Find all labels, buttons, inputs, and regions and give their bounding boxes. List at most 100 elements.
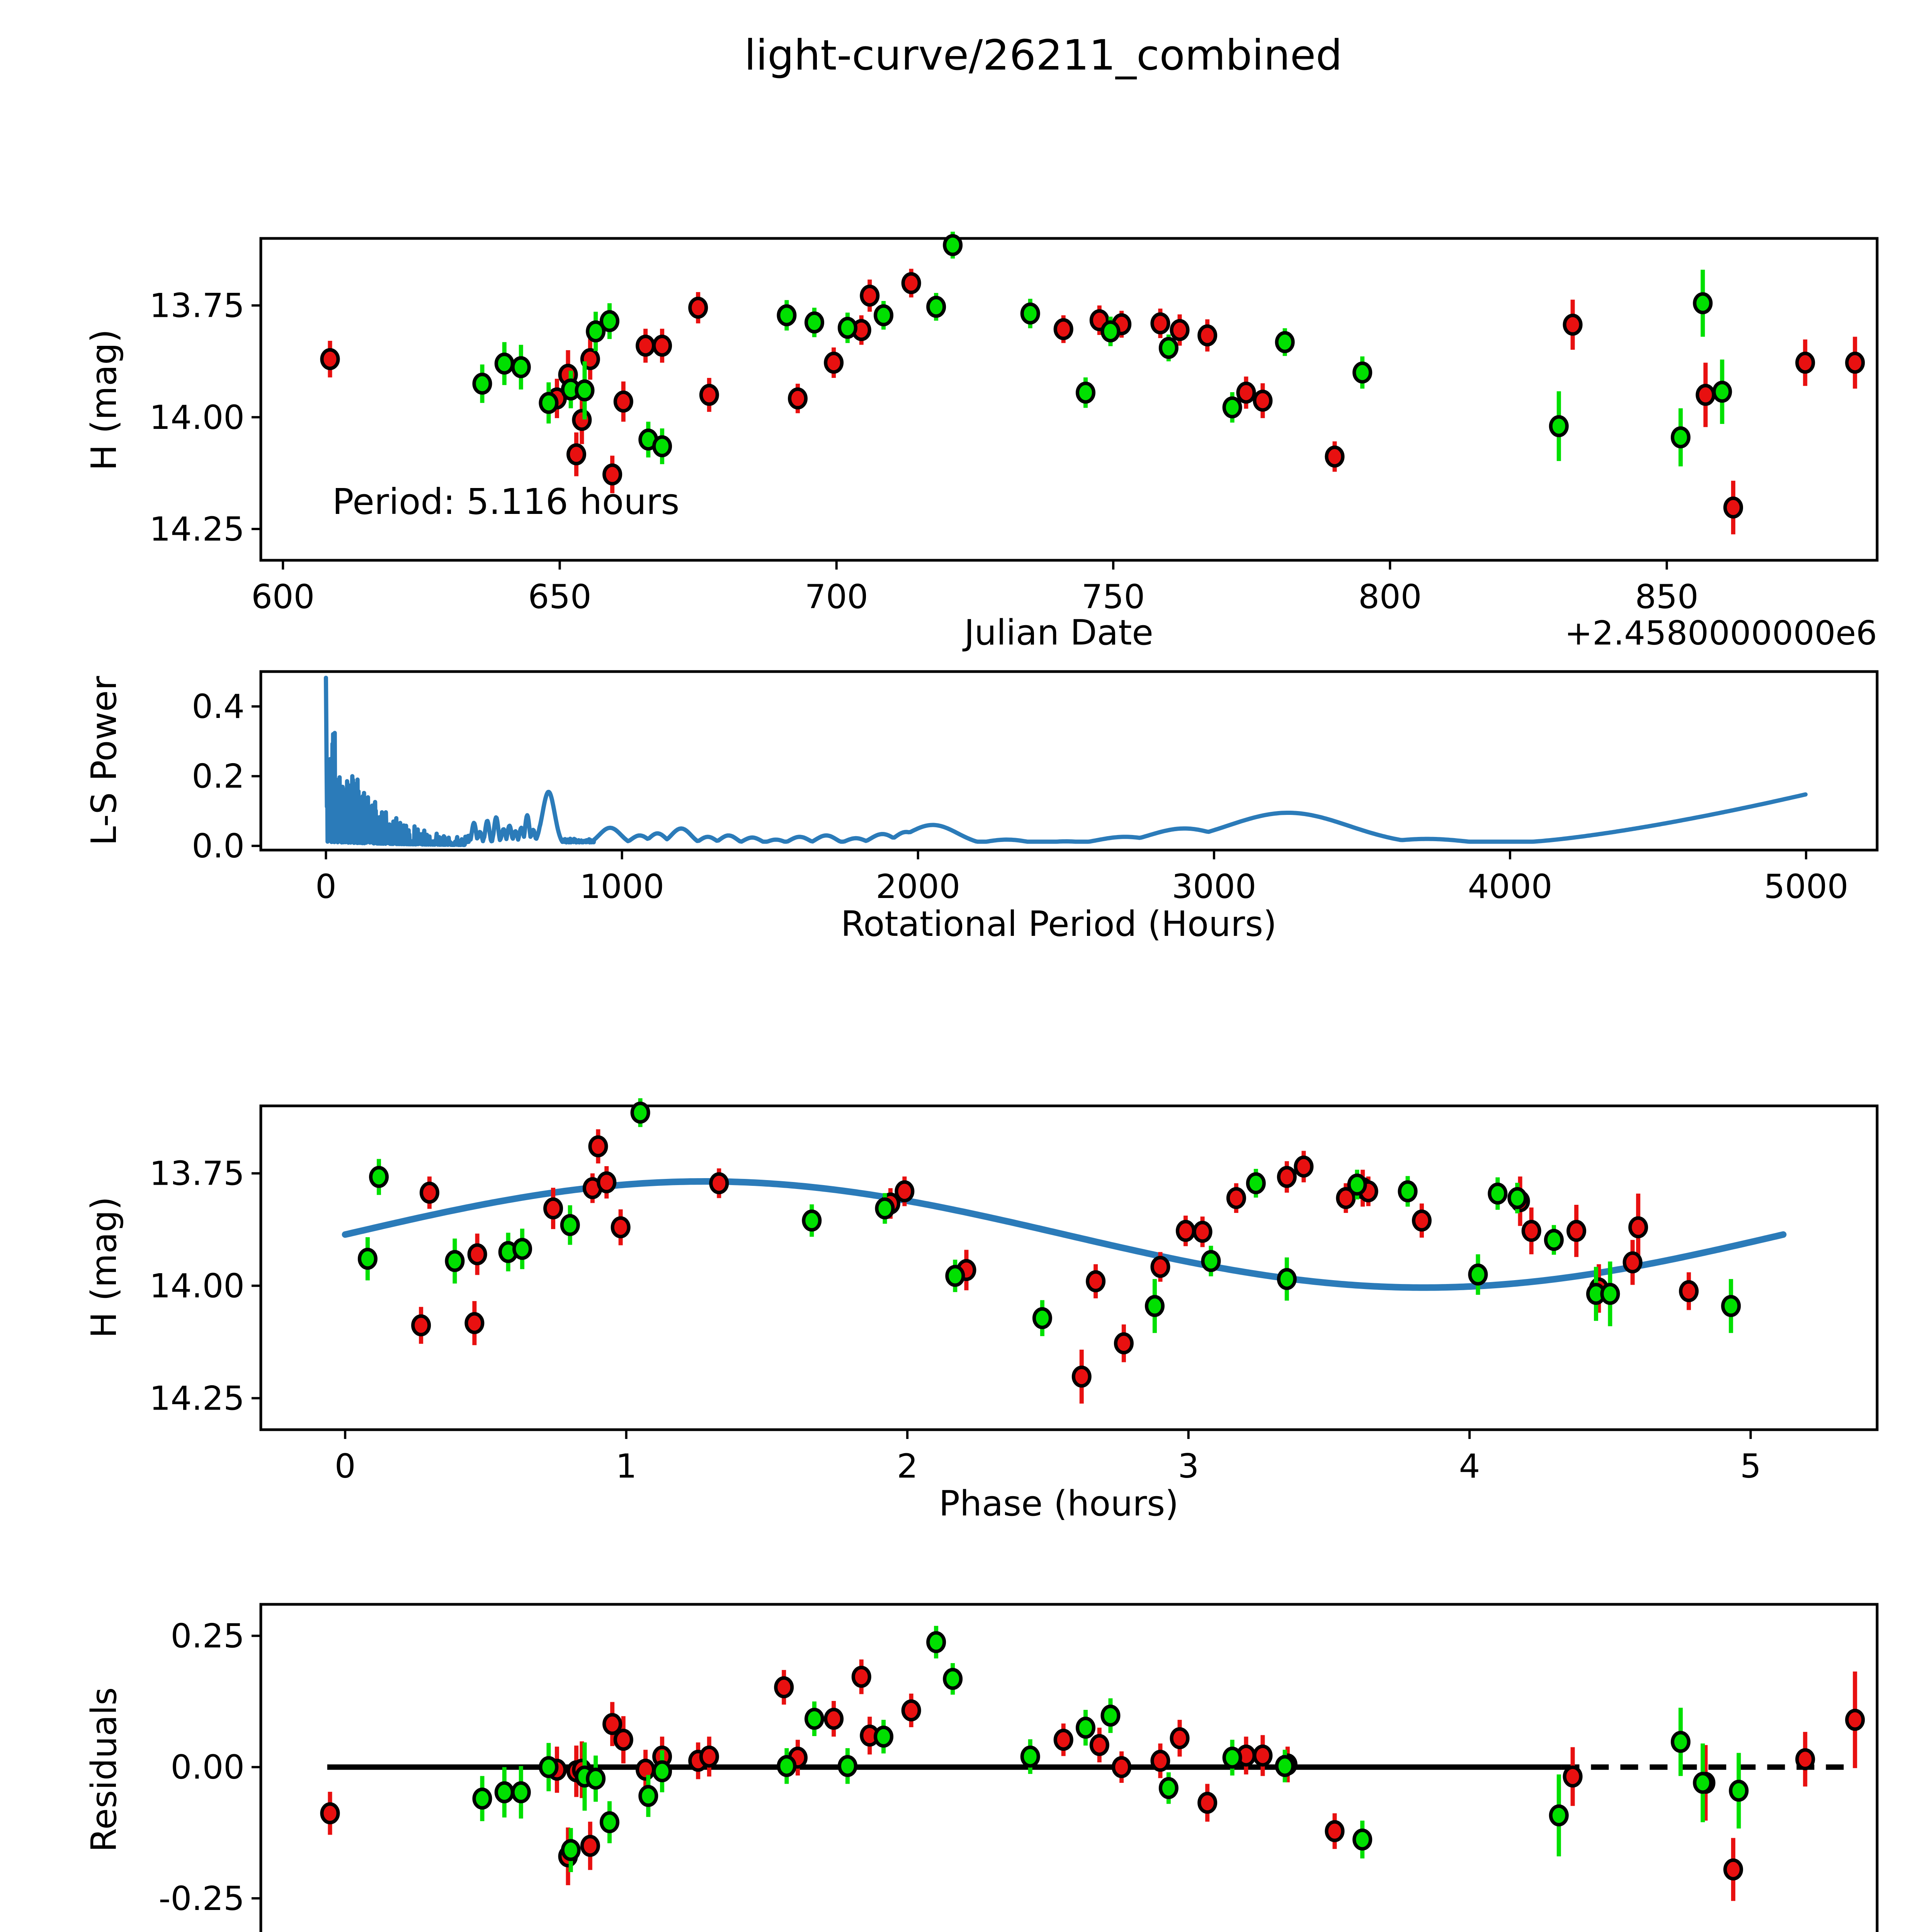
periodogram-xtick-label: 4000 bbox=[1468, 867, 1553, 906]
phasefold-datapoint bbox=[1679, 1280, 1699, 1303]
residuals-datapoint bbox=[1170, 1727, 1190, 1749]
lightcurve-datapoint bbox=[1696, 384, 1716, 406]
periodogram-ytick-label: 0.4 bbox=[192, 687, 245, 726]
lightcurve-datapoint bbox=[788, 387, 808, 410]
lightcurve-ytick-label: 14.00 bbox=[150, 398, 245, 437]
lightcurve-ylabel-text: H (mag) bbox=[84, 329, 124, 471]
lightcurve-xtick-label: 650 bbox=[528, 578, 591, 616]
residuals-datapoint bbox=[1112, 1756, 1132, 1778]
residuals-datapoint bbox=[472, 1787, 492, 1810]
phasefold-datapoint bbox=[1398, 1180, 1418, 1202]
lightcurve-datapoint bbox=[575, 379, 595, 401]
phasefold-datapoint bbox=[1347, 1173, 1367, 1196]
residuals-datapoint bbox=[851, 1666, 871, 1688]
lightcurve-datapoint bbox=[652, 335, 672, 357]
lightcurve-green-series bbox=[472, 231, 1732, 467]
lightcurve-xlabel-text: Julian Date bbox=[962, 612, 1153, 653]
phasefold-datapoint bbox=[560, 1214, 580, 1236]
phasefold-datapoint bbox=[1622, 1251, 1643, 1274]
lightcurve-datapoint bbox=[1158, 337, 1179, 359]
phasefold-datapoint bbox=[802, 1209, 822, 1232]
phasefold-ytick-label: 14.25 bbox=[150, 1379, 245, 1418]
phasefold-datapoint bbox=[709, 1172, 729, 1194]
residuals-axes-frame bbox=[259, 1603, 1879, 1932]
residuals-ytick-label: -0.25 bbox=[158, 1879, 245, 1918]
residuals-datapoint bbox=[1693, 1772, 1713, 1794]
residuals-datapoint bbox=[636, 1759, 656, 1781]
phasefold-datapoint bbox=[445, 1250, 465, 1272]
residuals-datapoint bbox=[1845, 1709, 1865, 1731]
phasefold-datapoint bbox=[467, 1243, 487, 1265]
phasefold-datapoint bbox=[597, 1171, 617, 1194]
residuals-datapoint bbox=[1352, 1828, 1372, 1851]
phasefold-datapoint bbox=[1488, 1182, 1508, 1205]
lightcurve-period-annotation: Period: 5.116 hours bbox=[332, 481, 679, 522]
phasefold-datapoint bbox=[543, 1197, 563, 1219]
periodogram-ytick-label: 0.2 bbox=[192, 757, 245, 796]
residuals-datapoint bbox=[804, 1708, 825, 1730]
lightcurve-datapoint bbox=[1723, 496, 1743, 519]
residuals-datapoint bbox=[652, 1760, 672, 1782]
lightcurve-datapoint bbox=[511, 356, 531, 378]
lightcurve-xtick-label: 600 bbox=[251, 578, 315, 616]
lightcurve-datapoint bbox=[688, 296, 708, 319]
lightcurve-datapoint bbox=[1670, 426, 1690, 449]
phasefold-xtick-label: 1 bbox=[616, 1447, 637, 1486]
lightcurve-datapoint bbox=[572, 409, 592, 431]
residuals-datapoint bbox=[1723, 1858, 1743, 1881]
residuals-datapoint bbox=[874, 1725, 894, 1748]
phasefold-red-series bbox=[411, 1129, 1699, 1404]
phasefold-datapoint bbox=[357, 1248, 378, 1270]
lightcurve-datapoint bbox=[1236, 381, 1256, 404]
residuals-red-series bbox=[320, 1659, 1865, 1901]
phasefold-datapoint bbox=[1246, 1172, 1266, 1194]
residuals-ytick-label: 0.25 bbox=[171, 1617, 245, 1656]
phasefold-datapoint bbox=[1600, 1283, 1620, 1305]
phasefold-axes-frame bbox=[259, 1104, 1879, 1431]
phasefold-datapoint bbox=[945, 1265, 965, 1287]
phasefold-datapoint bbox=[1192, 1221, 1213, 1243]
periodogram-ytick-label: 0.0 bbox=[192, 827, 245, 866]
residuals-datapoint bbox=[1795, 1748, 1815, 1770]
residuals-datapoint bbox=[613, 1729, 633, 1751]
lightcurve-datapoint bbox=[636, 335, 656, 357]
phasefold-datapoint bbox=[1336, 1187, 1356, 1209]
lightcurve-datapoint bbox=[602, 463, 622, 486]
lightcurve-datapoint bbox=[804, 311, 825, 334]
lightcurve-datapoint bbox=[1549, 415, 1569, 437]
residuals-datapoint bbox=[1563, 1765, 1583, 1788]
residuals-datapoint bbox=[699, 1745, 719, 1768]
residuals-datapoint bbox=[1253, 1744, 1273, 1767]
residuals-datapoint bbox=[824, 1708, 844, 1730]
lightcurve-xtick-label: 850 bbox=[1635, 578, 1699, 616]
periodogram-axes-frame bbox=[259, 670, 1879, 852]
phasefold-datapoint bbox=[1468, 1263, 1488, 1286]
residuals-datapoint bbox=[837, 1755, 857, 1777]
phasefold-datapoint bbox=[1114, 1332, 1134, 1355]
periodogram-xtick-label: 1000 bbox=[580, 867, 664, 906]
periodogram-xlabel-text: Rotational Period (Hours) bbox=[841, 904, 1277, 944]
phasefold-datapoint bbox=[1201, 1250, 1221, 1272]
phasefold-xlabel-text: Phase (hours) bbox=[939, 1483, 1179, 1524]
phasefold-datapoint bbox=[1277, 1268, 1297, 1290]
lightcurve-datapoint bbox=[1197, 324, 1218, 347]
residuals-datapoint bbox=[561, 1839, 581, 1861]
residuals-datapoint bbox=[580, 1835, 600, 1857]
phasefold-datapoint bbox=[1721, 1295, 1741, 1317]
lightcurve-datapoint bbox=[1563, 313, 1583, 336]
phasefold-datapoint bbox=[875, 1197, 895, 1219]
residuals-datapoint bbox=[1275, 1755, 1295, 1777]
phasefold-datapoint bbox=[1032, 1307, 1052, 1329]
phasefold-xtick-label: 3 bbox=[1178, 1447, 1199, 1486]
lightcurve-datapoint bbox=[1325, 446, 1345, 468]
phasefold-ytick-label: 14.00 bbox=[150, 1267, 245, 1306]
lightcurve-datapoint bbox=[1845, 352, 1865, 374]
lightcurve-datapoint bbox=[1020, 302, 1040, 325]
residuals-datapoint bbox=[1075, 1716, 1095, 1739]
lightcurve-datapoint bbox=[1075, 381, 1095, 404]
residuals-datapoint bbox=[1325, 1820, 1345, 1842]
residuals-datapoint bbox=[1549, 1804, 1569, 1827]
phasefold-datapoint bbox=[1544, 1229, 1564, 1251]
lightcurve-datapoint bbox=[320, 348, 340, 370]
